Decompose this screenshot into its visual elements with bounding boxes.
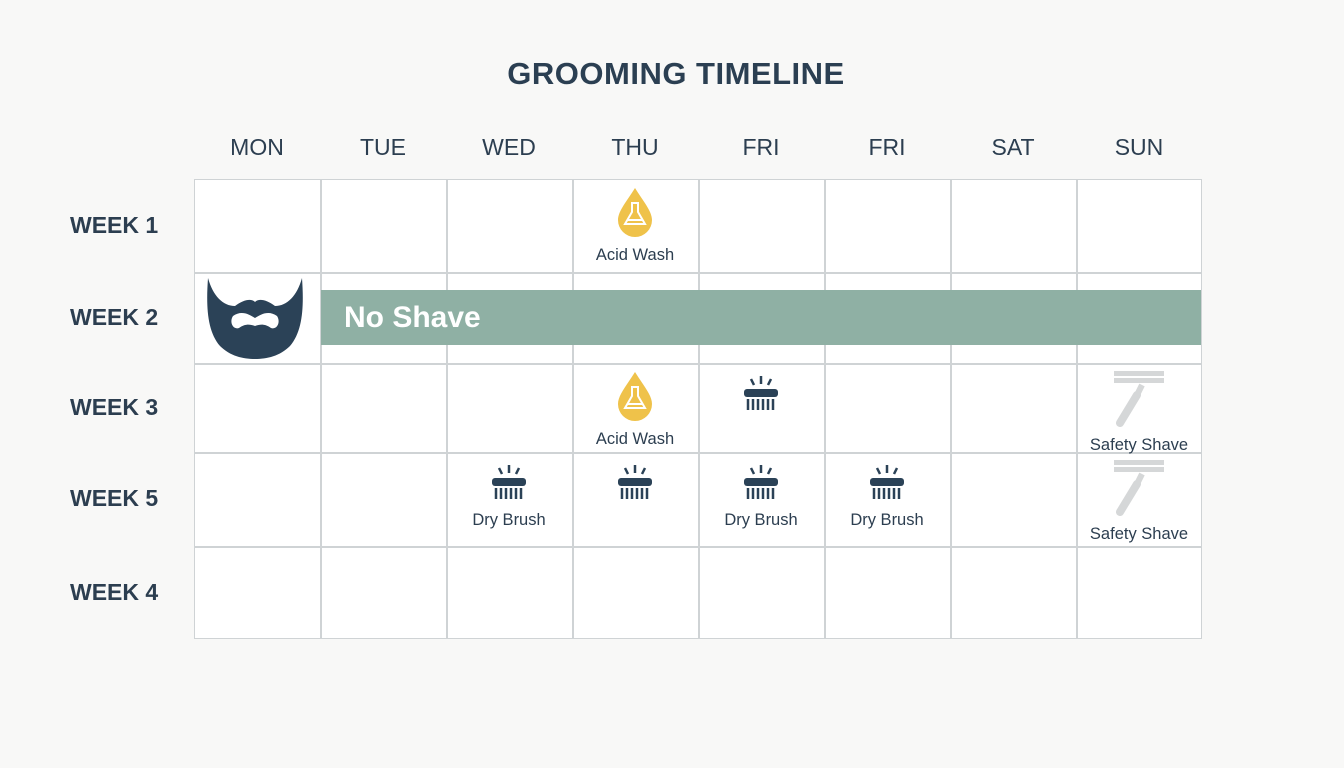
day-header: THU bbox=[611, 134, 659, 160]
grid-line bbox=[446, 180, 448, 638]
dry-brush-icon bbox=[867, 464, 907, 507]
event-cell: Dry Brush bbox=[446, 464, 572, 530]
page-title: GROOMING TIMELINE bbox=[507, 56, 845, 91]
day-header: FRI bbox=[742, 134, 780, 160]
day-header: MON bbox=[230, 134, 284, 160]
event-cell: Safety Shave bbox=[1076, 458, 1202, 544]
no-shave-label: No Shave bbox=[344, 300, 481, 334]
event-cell: Dry Brush bbox=[824, 464, 950, 530]
acid-drop-icon bbox=[617, 187, 653, 242]
week-label: WEEK 5 bbox=[70, 485, 159, 511]
safety-razor-icon bbox=[1112, 458, 1166, 521]
no-shave-bar: No Shave bbox=[321, 290, 1201, 345]
safety-razor-icon bbox=[1112, 369, 1166, 432]
grid-line bbox=[698, 180, 700, 638]
event-label: Safety Shave bbox=[1089, 525, 1189, 543]
dry-brush-icon bbox=[741, 464, 781, 507]
grid-line bbox=[950, 180, 952, 638]
grid-line bbox=[320, 180, 322, 638]
event-label: Dry Brush bbox=[472, 511, 546, 529]
event-label: Acid Wash bbox=[595, 430, 675, 448]
acid-drop-icon bbox=[617, 371, 653, 426]
event-label: Dry Brush bbox=[850, 511, 924, 529]
week-label: WEEK 1 bbox=[70, 211, 159, 238]
beard-icon bbox=[207, 278, 303, 359]
grid-line bbox=[195, 363, 1201, 365]
week-label: WEEK 4 bbox=[70, 578, 159, 605]
dry-brush-icon bbox=[741, 375, 781, 418]
event-cell bbox=[572, 464, 698, 507]
dry-brush-icon bbox=[615, 464, 655, 507]
day-header: SAT bbox=[991, 134, 1035, 160]
event-label: Dry Brush bbox=[724, 511, 798, 529]
event-cell bbox=[698, 375, 824, 418]
day-header: TUE bbox=[360, 134, 406, 160]
grid-line bbox=[195, 546, 1201, 548]
timeline-grid bbox=[194, 179, 1202, 639]
day-header: WED bbox=[482, 134, 536, 160]
event-cell: Acid Wash bbox=[572, 187, 698, 265]
grid-line bbox=[824, 180, 826, 638]
event-cell: Dry Brush bbox=[698, 464, 824, 530]
day-header: FRI bbox=[868, 134, 906, 160]
dry-brush-icon bbox=[489, 464, 529, 507]
day-header: SUN bbox=[1114, 134, 1164, 160]
grid-line bbox=[572, 180, 574, 638]
grid-line bbox=[195, 452, 1201, 454]
week-label: WEEK 3 bbox=[70, 393, 159, 420]
event-label: Safety Shave bbox=[1089, 436, 1189, 454]
event-cell: Acid Wash bbox=[572, 371, 698, 449]
week-label: WEEK 2 bbox=[70, 303, 159, 330]
grid-line bbox=[1076, 180, 1078, 638]
event-label: Acid Wash bbox=[595, 246, 675, 264]
event-cell: Safety Shave bbox=[1076, 369, 1202, 455]
grid-line bbox=[195, 272, 1201, 274]
